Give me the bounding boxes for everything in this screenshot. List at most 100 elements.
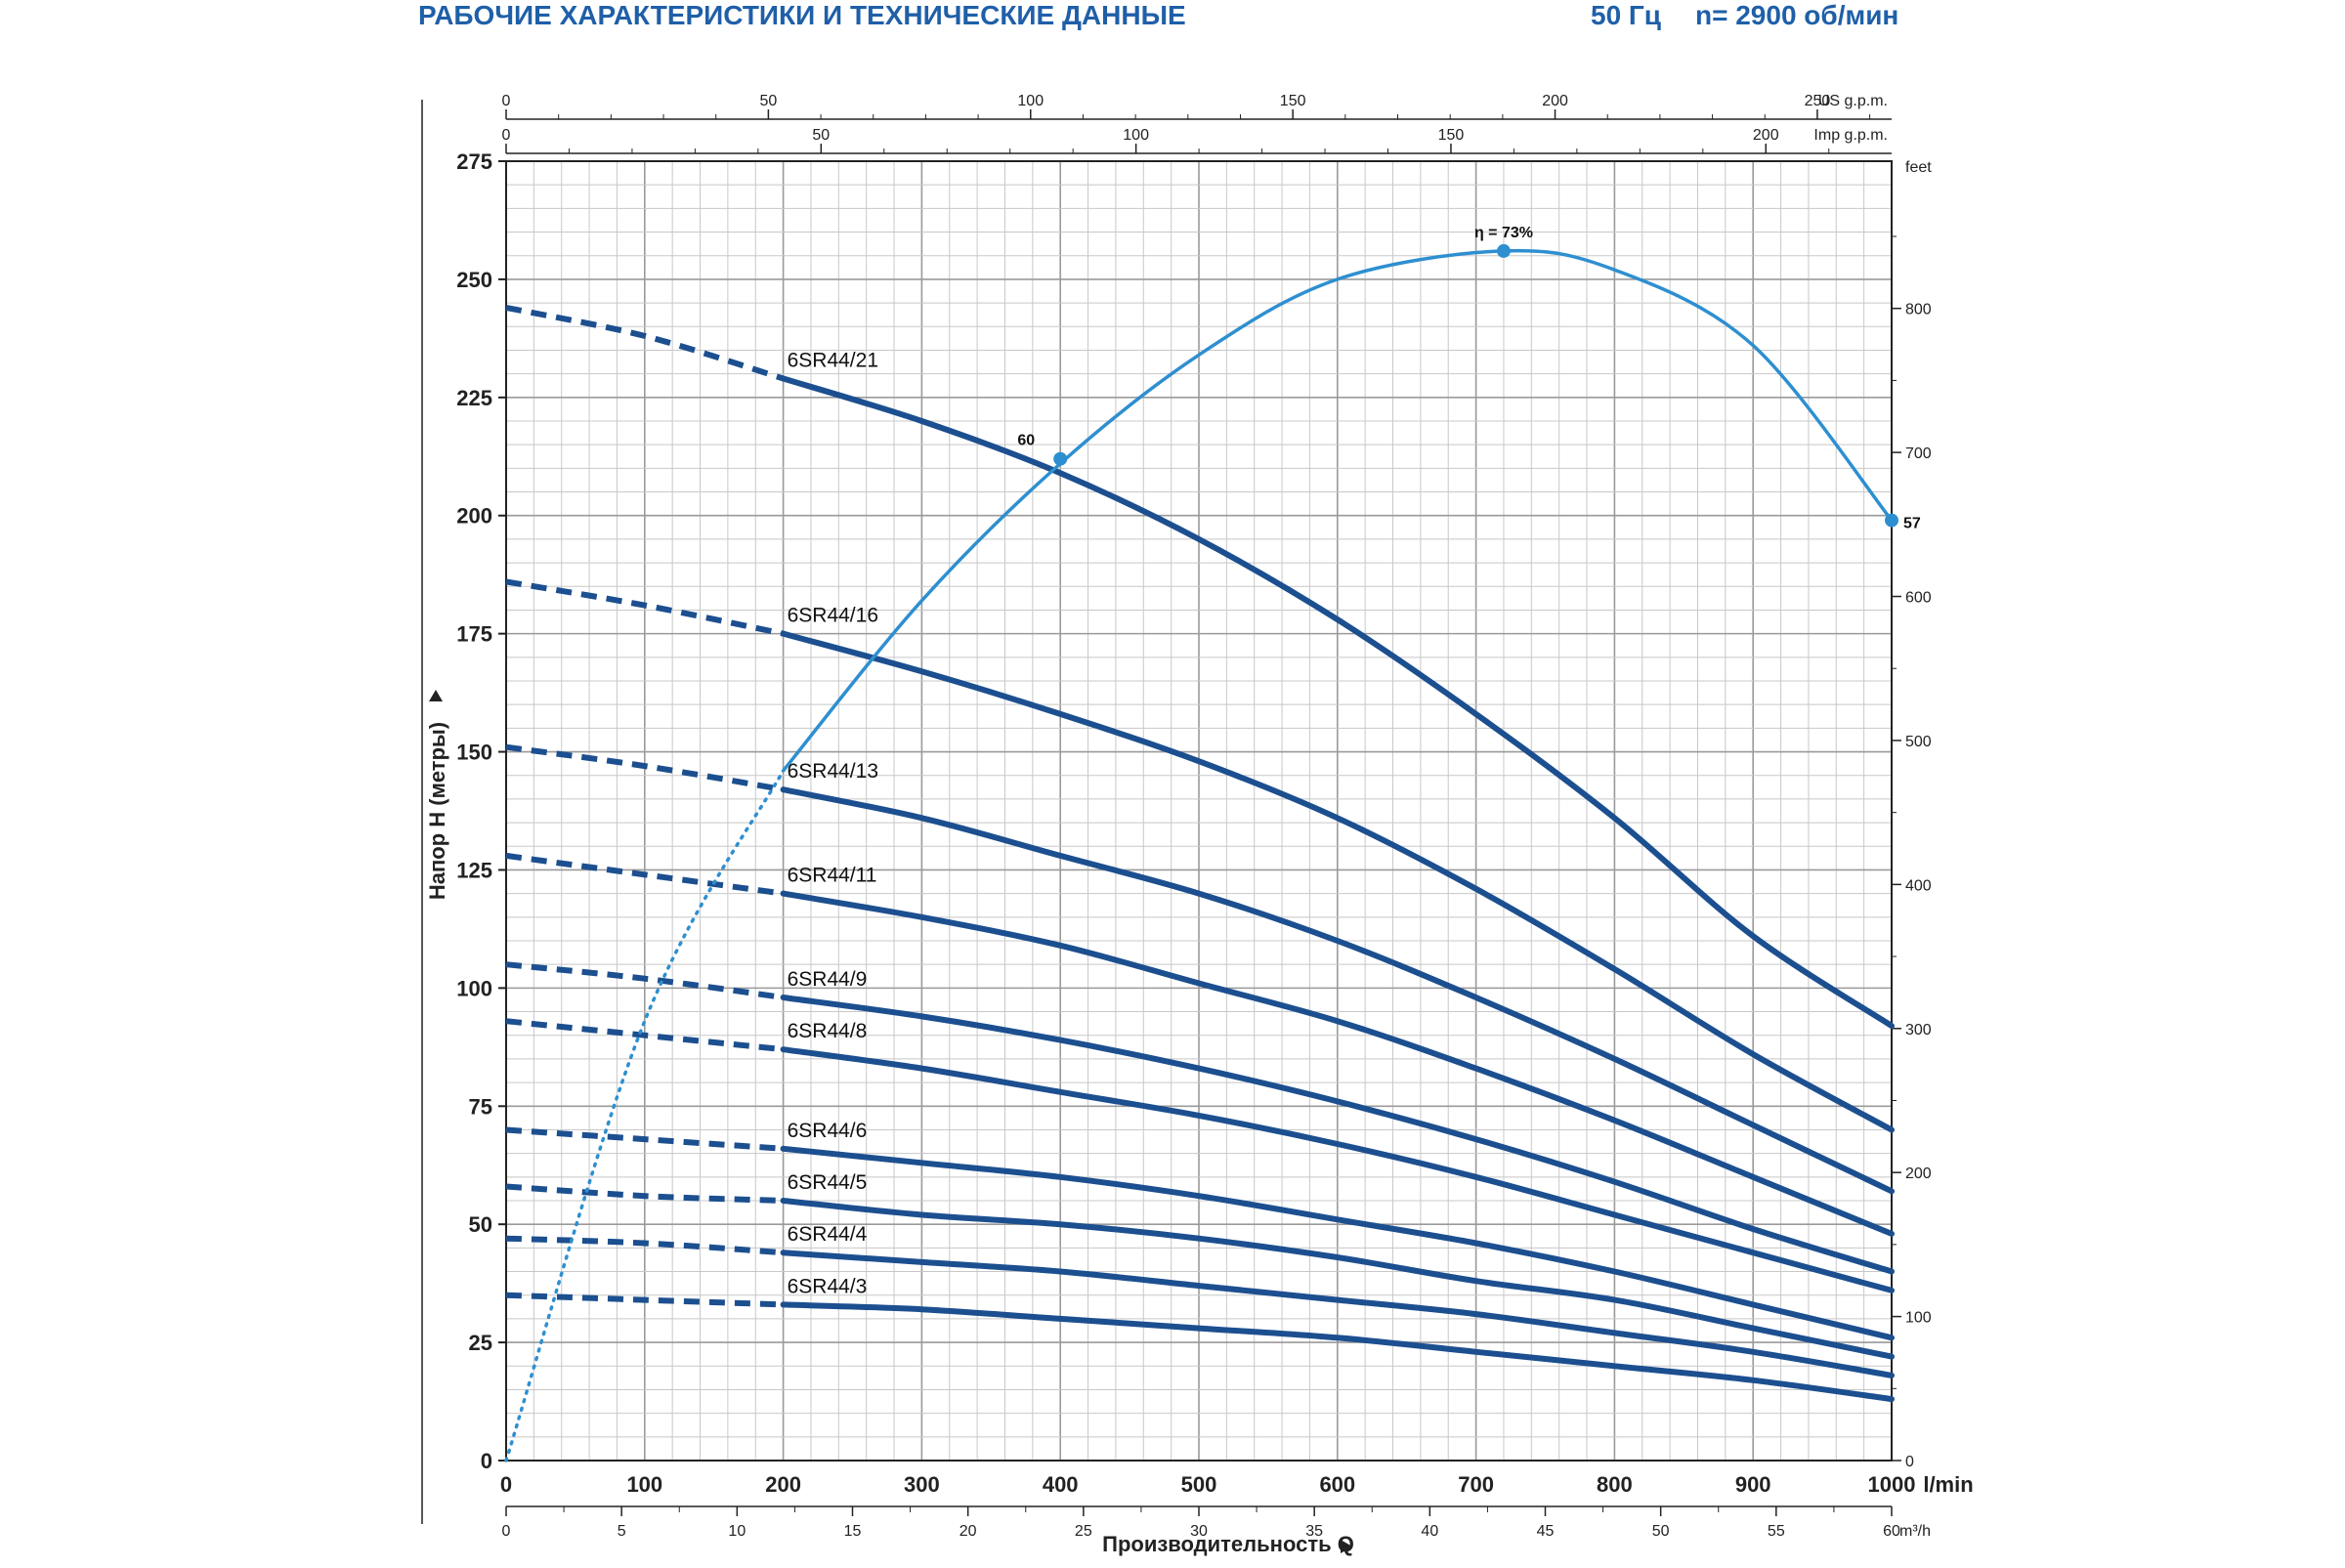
x-tick-label: 100 xyxy=(626,1472,662,1497)
pump-curve-label: 6SR44/4 xyxy=(788,1223,868,1246)
pump-curve-label: 6SR44/11 xyxy=(788,865,877,887)
pump-curve-label: 6SR44/9 xyxy=(788,968,868,991)
feet-tick-label: 200 xyxy=(1905,1165,1932,1182)
y-tick-label: 200 xyxy=(456,504,492,529)
y-tick-label: 250 xyxy=(456,268,492,292)
us-gpm-tick-label: 100 xyxy=(1017,93,1044,109)
m3h-tick-label: 25 xyxy=(1075,1523,1092,1540)
x-tick-label: 500 xyxy=(1181,1472,1217,1497)
pump-curve-solid xyxy=(780,1301,1895,1403)
y-tick-label: 25 xyxy=(469,1331,492,1355)
us-gpm-tick-label: 200 xyxy=(1542,93,1568,109)
pump-curve-label: 6SR44/8 xyxy=(788,1020,868,1042)
feet-tick-label: 100 xyxy=(1905,1310,1932,1327)
x-tick-label: 700 xyxy=(1458,1472,1494,1497)
imp-gpm-axis-label: Imp g.p.m. xyxy=(1813,127,1888,144)
pump-curve-solid xyxy=(780,1198,1895,1360)
efficiency-marker xyxy=(1053,451,1068,466)
x-tick-label: 900 xyxy=(1735,1472,1771,1497)
pump-curve-solid xyxy=(780,995,1895,1275)
pump-curve-solid xyxy=(780,375,1895,1030)
efficiency-marker-label: 57 xyxy=(1903,516,1921,532)
imp-gpm-tick-label: 200 xyxy=(1753,127,1779,144)
y-tick-label: 175 xyxy=(456,622,492,647)
m3h-tick-label: 0 xyxy=(502,1523,511,1540)
x-unit-label: l/min xyxy=(1923,1472,1973,1497)
y-tick-label: 125 xyxy=(456,858,492,882)
y-tick-label: 275 xyxy=(456,149,492,174)
pump-curve-label: 6SR44/5 xyxy=(788,1171,868,1194)
pump-curve-solid xyxy=(780,1145,1895,1341)
x-tick-label: 0 xyxy=(500,1472,512,1497)
us-gpm-tick-label: 0 xyxy=(502,93,511,109)
m3h-tick-label: 45 xyxy=(1537,1523,1555,1540)
m3h-tick-label: 50 xyxy=(1652,1523,1670,1540)
efficiency-curve-dotted xyxy=(504,769,786,1462)
y-tick-label: 0 xyxy=(481,1449,492,1473)
pump-curve-label: 6SR44/3 xyxy=(788,1275,868,1297)
pump-curve-dashed xyxy=(505,961,785,1000)
y-tick-label: 75 xyxy=(469,1094,492,1119)
x-tick-label: 600 xyxy=(1319,1472,1355,1497)
pump-curve-label: 6SR44/16 xyxy=(788,605,878,627)
m3h-tick-label: 15 xyxy=(844,1523,862,1540)
plot-frame xyxy=(505,160,1893,1462)
m3h-tick-label: 35 xyxy=(1305,1523,1323,1540)
m3h-tick-label: 40 xyxy=(1421,1523,1438,1540)
x-tick-label: 200 xyxy=(765,1472,801,1497)
us-gpm-tick-label: 250 xyxy=(1805,93,1831,109)
pump-curve-dashed xyxy=(505,1292,784,1308)
us-gpm-tick-label: 50 xyxy=(759,93,777,109)
us-gpm-axis-label: US g.p.m. xyxy=(1818,93,1888,109)
pump-curve-dashed xyxy=(505,1235,784,1256)
feet-tick-label: 400 xyxy=(1905,877,1932,894)
feet-tick-label: 600 xyxy=(1905,590,1932,607)
m3h-tick-label: 10 xyxy=(728,1523,746,1540)
pump-curve-solid xyxy=(780,890,1895,1237)
pump-curve-dashed xyxy=(505,852,785,897)
pump-curve-dashed xyxy=(505,743,785,793)
pump-curve-solid xyxy=(780,1046,1895,1293)
feet-tick-label: 500 xyxy=(1905,734,1932,750)
x-tick-label: 400 xyxy=(1043,1472,1079,1497)
m3h-tick-label: 20 xyxy=(959,1523,977,1540)
x-tick-label: 300 xyxy=(904,1472,940,1497)
y-tick-label: 100 xyxy=(456,976,492,1000)
efficiency-curve-group: 60 η = 73% 57 xyxy=(504,225,1921,1462)
y-axis-title: Напор H (метры) xyxy=(425,722,449,900)
m3h-tick-label: 60 xyxy=(1883,1523,1900,1540)
chart-series: 6SR44/21 6SR44/16 6SR44/13 6SR44/11 6SR44/9 6… xyxy=(505,304,1895,1403)
m3h-tick-label: 30 xyxy=(1190,1523,1208,1540)
pump-curve-label: 6SR44/21 xyxy=(788,349,878,371)
y-tick-label: 150 xyxy=(456,741,492,765)
m3h-tick-label: 55 xyxy=(1768,1523,1785,1540)
efficiency-curve xyxy=(782,248,1894,773)
chart-title: РАБОЧИЕ ХАРАКТЕРИСТИКИ И ТЕХНИЧЕСКИЕ ДАН… xyxy=(418,0,1186,30)
pump-curve-dashed xyxy=(505,1018,784,1053)
efficiency-marker-label: 60 xyxy=(1017,433,1035,449)
x-axis-title: Производительность Q xyxy=(1102,1532,1354,1556)
x-axis-arrow-icon xyxy=(1341,1540,1352,1553)
x-tick-label: 1000 xyxy=(1868,1472,1916,1497)
imp-gpm-tick-label: 150 xyxy=(1438,127,1465,144)
pump-curve-solid xyxy=(780,786,1895,1195)
pump-curve-label: 6SR44/13 xyxy=(788,760,878,783)
pump-curve-dashed xyxy=(505,578,785,637)
feet-tick-label: 800 xyxy=(1905,302,1932,318)
feet-tick-label: 0 xyxy=(1905,1454,1914,1470)
pump-curve-solid xyxy=(780,1250,1895,1378)
chart-speed: n= 2900 об/мин xyxy=(1695,0,1898,30)
x-tick-label: 800 xyxy=(1597,1472,1633,1497)
y-tick-label: 225 xyxy=(456,386,492,410)
pump-curve-dashed xyxy=(505,304,785,382)
us-gpm-tick-label: 150 xyxy=(1280,93,1306,109)
efficiency-marker xyxy=(1885,513,1898,528)
y-axis-arrow-icon xyxy=(429,690,443,701)
imp-gpm-tick-label: 0 xyxy=(502,127,511,144)
feet-axis-label: feet xyxy=(1905,159,1932,176)
chart-frequency: 50 Гц xyxy=(1591,0,1661,30)
m3h-tick-label: 5 xyxy=(618,1523,626,1540)
